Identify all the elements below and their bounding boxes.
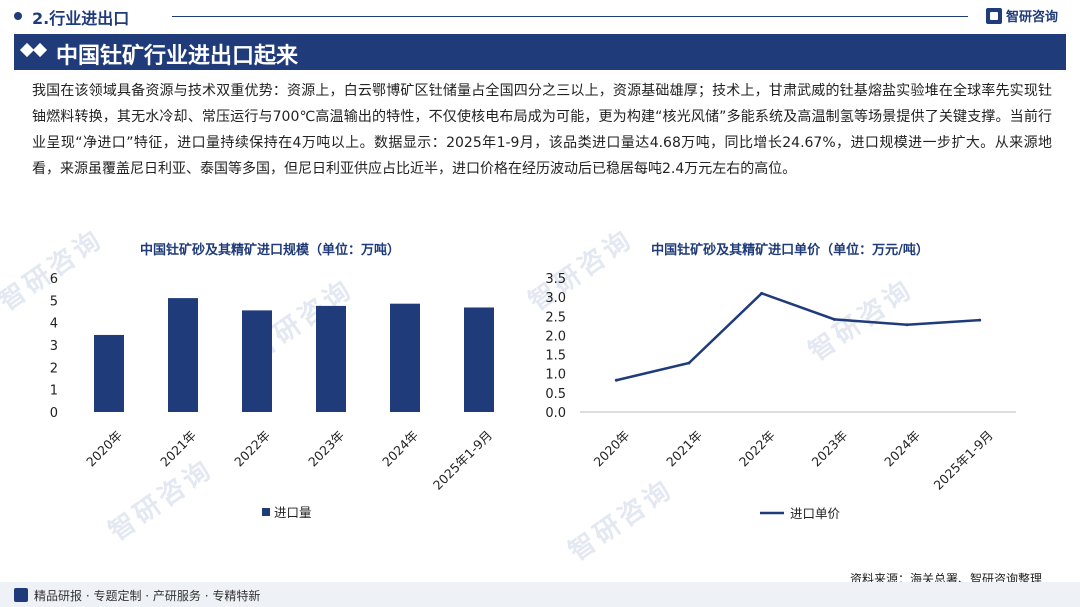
line-chart-import-price: 中国钍矿砂及其精矿进口单价（单位：万元/吨） 0.0 0.5 1.0 1.5 2.0 2.5… (545, 242, 1016, 521)
y-tick-label: 1.5 (545, 349, 566, 364)
y-tick-label: 2.5 (545, 310, 566, 325)
footer-bar: 精品研报 · 专题定制 · 产研服务 · 专精特新 (0, 582, 1080, 607)
y-tick-label: 2.0 (545, 329, 566, 344)
bar (316, 305, 346, 412)
x-tick-label: 2022年 (736, 428, 778, 470)
x-tick-label: 2021年 (157, 428, 199, 470)
brand-logo: 智研咨询 (986, 6, 1058, 25)
data-point (760, 291, 764, 295)
data-point (978, 318, 982, 322)
y-tick-label: 5 (50, 294, 58, 309)
data-point (905, 323, 909, 327)
x-tick-label: 2023年 (305, 428, 347, 470)
title-banner: 中国钍矿行业进出口起来 (14, 34, 1066, 70)
body-paragraph: 我国在该领域具备资源与技术双重优势：资源上，白云鄂博矿区钍储量占全国四分之三以上… (32, 83, 1052, 177)
x-tick-label: 2025年1-9月 (931, 428, 996, 493)
y-tick-label: 4 (50, 317, 58, 332)
data-point (832, 317, 836, 321)
bar (94, 334, 124, 412)
data-point (687, 361, 691, 365)
chart-title: 中国钍矿砂及其精矿进口规模（单位：万吨） (140, 242, 400, 258)
y-tick-label: 6 (50, 272, 58, 287)
brand-name: 智研咨询 (1006, 10, 1059, 25)
x-tick-label: 2025年1-9月 (430, 428, 495, 493)
x-tick-label: 2024年 (881, 428, 923, 470)
y-tick-label: 1 (50, 384, 58, 399)
y-tick-label: 3 (50, 339, 58, 354)
top-bar: 2.行业进出口 智研咨询 (0, 0, 1080, 32)
logo-icon (986, 7, 1002, 24)
legend-label: 进口单价 (790, 506, 841, 521)
x-tick-label: 2022年 (231, 428, 273, 470)
x-tick-label: 2024年 (379, 428, 421, 470)
bar-chart-import-volume: 中国钍矿砂及其精矿进口规模（单位：万吨） 0 1 2 3 4 5 6 2020年 2021年 202… (50, 242, 495, 520)
x-tick-label: 2020年 (83, 428, 125, 470)
y-tick-label: 3.5 (545, 272, 566, 287)
page-title: 中国钍矿行业进出口起来 (56, 44, 299, 69)
x-tick-label: 2020年 (591, 428, 633, 470)
y-tick-label: 0.0 (545, 406, 566, 421)
series-line (616, 291, 980, 382)
section-title: 2.行业进出口 (32, 9, 130, 28)
y-tick-label: 0.5 (545, 387, 566, 402)
bar (390, 303, 420, 412)
bar (464, 307, 494, 412)
y-tick-label: 3.0 (545, 291, 566, 306)
bullet-icon (14, 12, 22, 20)
y-tick-label: 0 (50, 406, 58, 421)
data-point (614, 378, 618, 382)
legend-swatch (262, 508, 270, 516)
divider (172, 16, 968, 17)
logo-icon (14, 588, 28, 602)
chart-title: 中国钍矿砂及其精矿进口单价（单位：万元/吨） (651, 242, 929, 258)
y-tick-label: 2 (50, 361, 58, 376)
y-tick-label: 1.0 (545, 368, 566, 383)
x-tick-label: 2023年 (809, 428, 851, 470)
bar (242, 310, 272, 412)
footer-tags: 精品研报 · 专题定制 · 产研服务 · 专精特新 (34, 589, 261, 603)
legend-label: 进口量 (274, 505, 312, 520)
x-tick-label: 2021年 (663, 428, 705, 470)
diamond-icon (19, 42, 48, 58)
bar (168, 298, 198, 412)
